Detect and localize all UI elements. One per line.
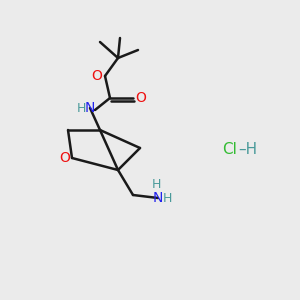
Text: N: N [85, 101, 95, 115]
Text: Cl: Cl [223, 142, 237, 158]
Text: H: H [162, 191, 172, 205]
Text: O: O [60, 151, 70, 165]
Text: –H: –H [238, 142, 258, 158]
Text: H: H [76, 101, 86, 115]
Text: O: O [136, 91, 146, 105]
Text: O: O [92, 69, 102, 83]
Text: N: N [153, 191, 163, 205]
Text: H: H [151, 178, 161, 190]
